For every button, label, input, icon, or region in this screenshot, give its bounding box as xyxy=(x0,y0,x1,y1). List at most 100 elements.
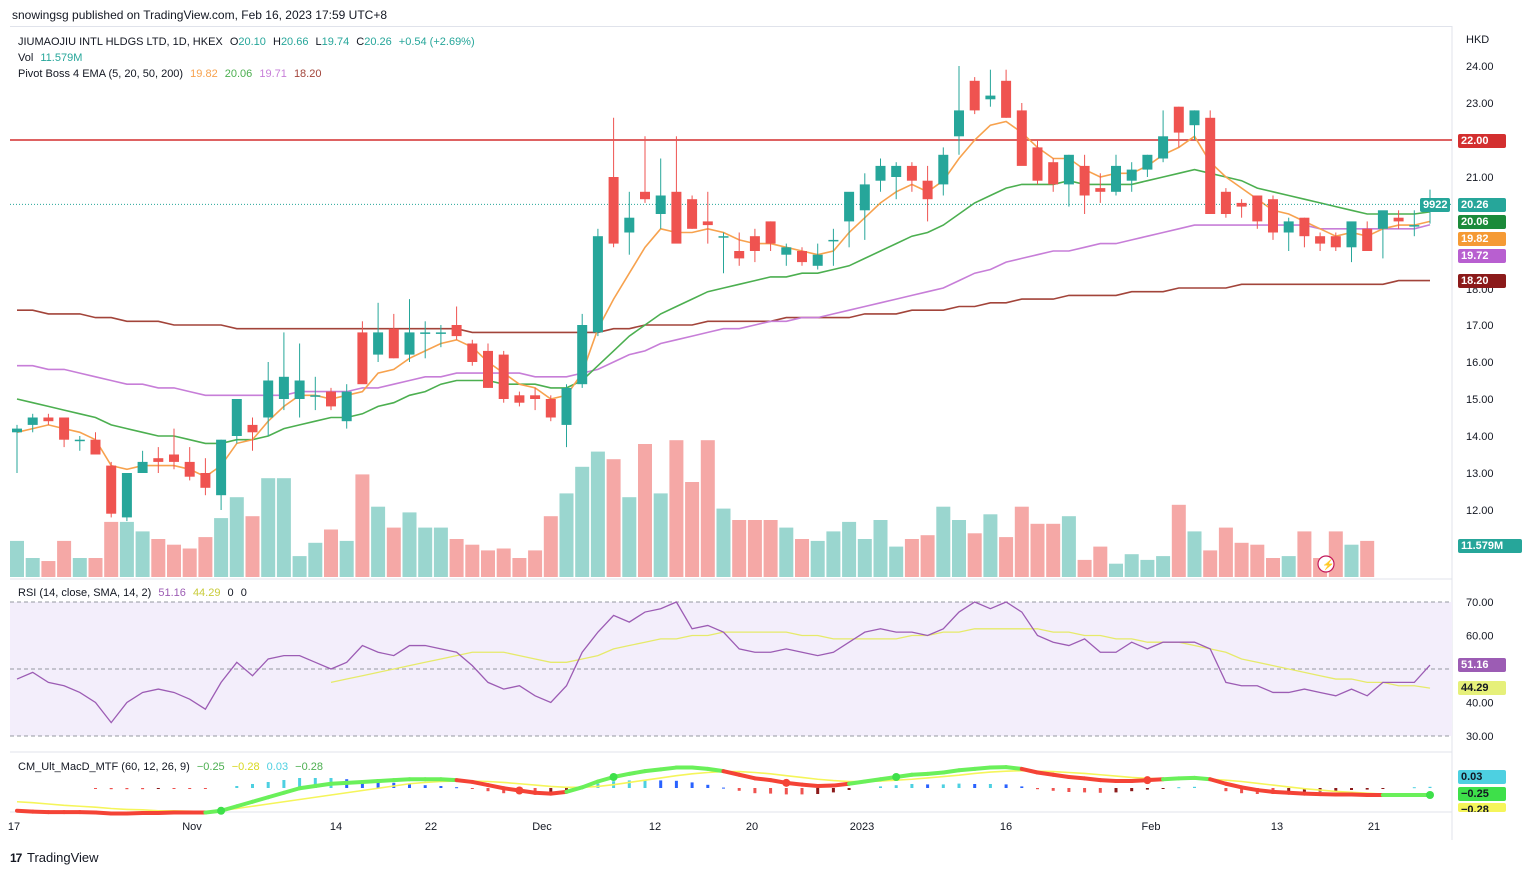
macd-line-segment xyxy=(1223,781,1244,790)
macd-hist-tag: 0.03 xyxy=(1458,770,1506,784)
macd-line-segment xyxy=(1082,776,1103,783)
candle-body xyxy=(1283,221,1294,233)
volume-bar xyxy=(842,521,857,577)
volume-bar xyxy=(1250,544,1265,577)
price-tick-label: 17.00 xyxy=(1466,320,1494,332)
candle-body xyxy=(812,254,823,266)
macd-hist-bar xyxy=(1381,788,1385,789)
macd-hist-bar xyxy=(502,788,506,794)
macd-hist-bar xyxy=(486,788,490,792)
candle-body xyxy=(310,395,321,397)
macd-line-segment xyxy=(454,778,475,784)
candle-body xyxy=(1220,191,1231,214)
macd-line-segment xyxy=(533,790,553,796)
candle-body xyxy=(184,461,195,477)
macd-line-segment xyxy=(752,776,773,783)
candle-body xyxy=(844,191,855,222)
x-axis-label: 17 xyxy=(8,821,20,833)
macd-line-segment xyxy=(329,780,349,786)
volume-bar xyxy=(512,558,527,577)
volume-tag: 11.579M xyxy=(1458,539,1522,553)
x-axis-label: Feb xyxy=(1142,821,1161,833)
candle-body xyxy=(640,191,650,200)
macd-line-segment xyxy=(1161,776,1181,782)
volume-bar xyxy=(418,527,433,577)
candle-body xyxy=(1268,199,1278,233)
x-axis-label: 14 xyxy=(330,821,342,833)
candle-body xyxy=(891,165,902,177)
macd-hist-bar xyxy=(549,788,553,795)
x-axis-label: Nov xyxy=(182,821,202,833)
symbol-name[interactable]: JIUMAOJIU INTL HLDGS LTD, 1D, HKEX xyxy=(18,36,223,48)
macd-hist-bar xyxy=(1334,788,1338,791)
macd-hist-bar xyxy=(1130,788,1134,792)
candle-body xyxy=(357,332,368,385)
volume-bar xyxy=(308,542,323,577)
macd-line-segment xyxy=(1239,785,1260,793)
volume-bar xyxy=(57,540,72,577)
volume-bar xyxy=(119,521,134,577)
volume-bar xyxy=(1061,516,1076,577)
candle-body xyxy=(106,465,117,514)
macd-hist-bar xyxy=(360,780,364,788)
top-separator xyxy=(10,26,1452,27)
price-tick-label: 24.00 xyxy=(1466,61,1494,73)
macd-hist-bar xyxy=(1036,788,1039,790)
volume-bar xyxy=(638,444,652,577)
candle-body xyxy=(749,236,760,251)
volume-bar xyxy=(371,506,386,577)
macd-hist-bar xyxy=(988,784,992,788)
macd-hist-bar xyxy=(926,784,930,788)
candle-body xyxy=(153,458,164,462)
macd-line-segment xyxy=(391,777,412,783)
ema-label[interactable]: Pivot Boss 4 EMA (5, 20, 50, 200) xyxy=(18,68,184,80)
volume-bar xyxy=(465,544,480,577)
volume-bar xyxy=(1077,559,1092,577)
tradingview-logo[interactable]: 17 TradingView xyxy=(10,850,99,865)
ema5-tag: 19.82 xyxy=(1458,232,1506,246)
volume-bar xyxy=(543,516,558,577)
macd-hist-bar xyxy=(800,788,804,795)
rsi-label[interactable]: RSI (14, close, SMA, 14, 2) xyxy=(18,587,152,599)
candle-body xyxy=(1158,136,1169,159)
candle-body xyxy=(954,110,964,137)
volume-bar xyxy=(386,527,401,577)
macd-hist-bar xyxy=(784,788,788,795)
candle-body xyxy=(561,387,572,425)
macd-cross-point xyxy=(892,773,901,781)
macd-hist-bar xyxy=(674,780,678,788)
candle-body xyxy=(781,247,792,255)
macd-hist-bar xyxy=(1098,788,1102,793)
volume-bar xyxy=(151,539,166,577)
macd-hist-bar xyxy=(156,788,160,789)
candle-body xyxy=(1189,110,1200,126)
volume-bar xyxy=(967,533,982,577)
volume-label[interactable]: Vol xyxy=(18,52,34,64)
open-value: 20.10 xyxy=(238,36,266,48)
macd-line-segment xyxy=(266,790,286,800)
price-tick-label: 13.00 xyxy=(1466,468,1494,480)
macd-histogram xyxy=(94,778,1432,795)
macd-legend: CM_Ult_MacD_MTF (60, 12, 26, 9) −0.25 −0… xyxy=(18,759,327,775)
macd-line-segment xyxy=(1208,777,1228,786)
candle-body xyxy=(1409,225,1420,227)
macd-line-segment xyxy=(972,765,993,771)
candle-body xyxy=(687,199,698,229)
symbol-row: JIUMAOJIU INTL HLDGS LTD, 1D, HKEX O20.1… xyxy=(18,36,475,48)
candle-body xyxy=(1016,110,1027,166)
volume-value: 11.579M xyxy=(40,52,83,64)
volume-bar xyxy=(292,556,307,577)
price-tick-label: 15.00 xyxy=(1466,394,1494,406)
volume-bar xyxy=(795,539,809,577)
x-axis-label: Dec xyxy=(532,821,552,833)
candle-body xyxy=(451,325,462,337)
candle-body xyxy=(797,251,807,263)
macd-label[interactable]: CM_Ult_MacD_MTF (60, 12, 26, 9) xyxy=(18,761,190,773)
macd-hist-bar xyxy=(1114,788,1118,793)
ema20-tag: 20.06 xyxy=(1458,215,1506,229)
macd-line-segment xyxy=(643,767,663,774)
volume-bar xyxy=(904,539,919,577)
candle-body xyxy=(922,180,933,200)
macd-line-segment xyxy=(281,786,302,795)
